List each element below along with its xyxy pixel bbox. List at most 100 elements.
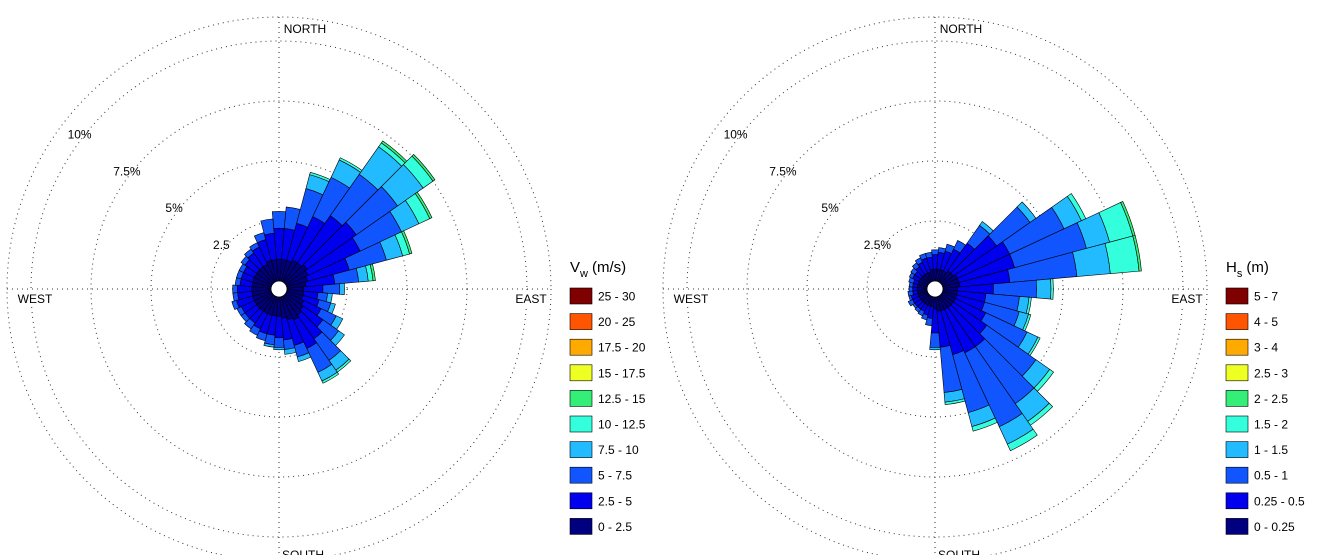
legend-label: 12.5 - 15 xyxy=(598,392,646,406)
rose-bar-segment xyxy=(231,300,240,311)
rose-bar-segment xyxy=(1132,235,1142,272)
rose-bar-segment xyxy=(414,191,433,220)
legend-label: 0 - 2.5 xyxy=(598,520,632,534)
ring-label: 5% xyxy=(165,201,183,215)
east-label-bg xyxy=(514,292,549,306)
legend-label: 1.5 - 2 xyxy=(1254,418,1288,432)
rose-bar-segment xyxy=(925,252,933,259)
legend-swatch xyxy=(1225,287,1249,305)
rose-bar-segment xyxy=(929,346,941,351)
legend-title-unit: (m) xyxy=(1246,259,1269,276)
rose-bar-segment xyxy=(232,284,238,294)
rose-bar-segment xyxy=(1050,278,1054,300)
rose-bar-segment xyxy=(273,337,285,348)
ring-label: 10% xyxy=(724,127,748,141)
legend-swatch xyxy=(569,466,593,484)
rose-bar-segment xyxy=(411,153,436,182)
legend-title: Hs (m) xyxy=(1226,259,1269,280)
legend-swatch xyxy=(569,364,593,382)
legend-swatch xyxy=(569,287,593,305)
east-label: EAST xyxy=(515,292,547,306)
legend-label: 25 - 30 xyxy=(598,290,636,304)
rose-bar-segment xyxy=(907,299,916,307)
ring-label: 7.5% xyxy=(769,164,797,178)
rose-bar-segment xyxy=(296,352,312,363)
legend-title: Vw (m/s) xyxy=(570,259,626,280)
rose-bar-segment xyxy=(971,417,998,432)
legend-label: 2.5 - 3 xyxy=(1254,366,1288,380)
legend-label: 7.5 - 10 xyxy=(598,443,639,457)
rose-center xyxy=(270,280,288,298)
ring-label: 2.5 xyxy=(213,238,230,252)
west-label-bg xyxy=(672,292,710,306)
wind-speed-legend: Vw (m/s) 25 - 30 20 - 25 17.5 - 20 15 - 17.5 1… xyxy=(569,259,646,535)
legend-title-unit: (m/s) xyxy=(592,259,626,276)
rose-bar-segment xyxy=(944,398,966,405)
legend-swatch xyxy=(1225,441,1249,458)
rose-bar-segment xyxy=(339,282,345,296)
legend-label: 2 - 2.5 xyxy=(1254,392,1288,406)
legend-swatch xyxy=(569,441,593,458)
rose-bar-segment xyxy=(925,317,933,326)
wave-height-rose: 2.5% 5% 7.5% 10% NORTH SOUTH WEST EAST xyxy=(662,16,1208,555)
north-label: NORTH xyxy=(284,22,326,36)
rose-bar-segment xyxy=(321,371,340,384)
south-label: SOUTH xyxy=(938,548,980,555)
legend-swatch xyxy=(569,338,593,356)
west-label: WEST xyxy=(674,292,709,306)
ring-label: 2.5% xyxy=(864,238,892,252)
legend-swatch xyxy=(569,492,593,510)
rose-bar-segment xyxy=(271,211,287,229)
east-label-bg xyxy=(1170,292,1205,306)
legend-swatch xyxy=(1225,338,1249,356)
legend-label: 15 - 17.5 xyxy=(598,366,646,380)
legend-label: 20 - 25 xyxy=(598,315,636,329)
legend-swatch xyxy=(1225,518,1249,535)
rose-bar-segment xyxy=(908,286,914,292)
rose-bar-segment xyxy=(283,347,297,355)
wave-height-legend: Hs (m) 5 - 7 4 - 5 3 - 4 2.5 - 3 2 - 2.5 1.5 - … xyxy=(1225,259,1305,535)
legend-title-subscript: s xyxy=(1237,268,1243,280)
legend-label: 3 - 4 xyxy=(1254,341,1278,355)
legend-label: 17.5 - 20 xyxy=(598,341,646,355)
legend-swatch xyxy=(569,518,593,535)
south-label: SOUTH xyxy=(282,548,324,555)
rose-outer-ring xyxy=(662,16,1208,555)
north-label: NORTH xyxy=(940,22,982,36)
rose-bar-segment xyxy=(401,230,413,255)
legend-swatch xyxy=(569,390,593,407)
legend-title-quantity: H xyxy=(1226,259,1237,276)
rose-bar-segment xyxy=(263,342,275,348)
rose-bars xyxy=(231,140,436,384)
legend-label: 1 - 1.5 xyxy=(1254,443,1288,457)
west-label-bg xyxy=(16,292,54,306)
west-label: WEST xyxy=(18,292,53,306)
legend-swatch xyxy=(1225,466,1249,484)
south-label-bg xyxy=(937,548,981,555)
rose-bar-segment xyxy=(907,290,914,297)
rose-bar-segment xyxy=(929,332,941,348)
rose-bar-segment xyxy=(249,324,261,336)
rose-bars xyxy=(907,193,1142,452)
legend-swatch xyxy=(569,415,593,433)
rose-outer-ring xyxy=(6,16,552,555)
south-label-bg xyxy=(281,548,325,555)
rose-bar-segment xyxy=(255,330,268,342)
ring-label: 7.5% xyxy=(113,164,141,178)
legend-swatch xyxy=(1225,364,1249,382)
legend-swatch xyxy=(1225,313,1249,330)
legend-label: 10 - 12.5 xyxy=(598,418,646,432)
legend-label: 0.25 - 0.5 xyxy=(1254,494,1305,508)
legend-swatch xyxy=(1225,492,1249,510)
rose-bar-segment xyxy=(1006,428,1038,452)
rose-bar-segment xyxy=(260,218,275,236)
east-label: EAST xyxy=(1171,292,1203,306)
legend-title-quantity: V xyxy=(570,259,580,276)
legend-label: 0.5 - 1 xyxy=(1254,469,1288,483)
north-label-bg xyxy=(282,22,328,36)
rose-bar-segment xyxy=(273,346,285,351)
legend-label: 2.5 - 5 xyxy=(598,494,632,508)
rose-bar-segment xyxy=(322,283,341,295)
wind-speed-rose: 2.5 5% 7.5% 10% NORTH SOUTH WEST EAST xyxy=(6,16,552,555)
